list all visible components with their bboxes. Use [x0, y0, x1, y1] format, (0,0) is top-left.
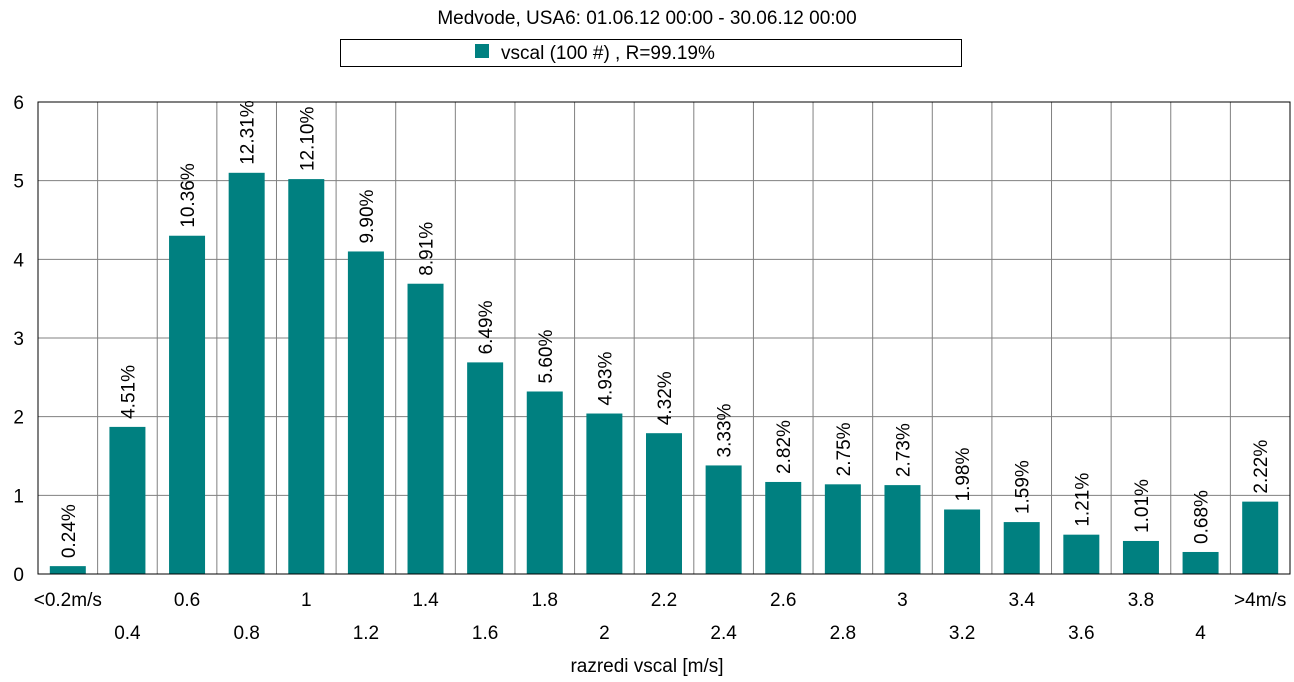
y-tick-label: 5 [13, 172, 24, 193]
x-tick-label: 2.4 [710, 623, 737, 644]
x-tick-label: 0.8 [233, 623, 259, 644]
x-tick-label: 0.4 [114, 623, 141, 644]
bar [169, 235, 206, 574]
bar [705, 465, 742, 574]
x-tick-label: 2.2 [651, 590, 677, 611]
bar-value-label: 8.91% [417, 222, 438, 276]
y-tick-label: 1 [13, 486, 24, 507]
bar [347, 251, 384, 574]
plot-frame [37, 101, 1291, 575]
bar [1242, 501, 1279, 574]
x-tick-label: 2 [599, 623, 610, 644]
bar-value-label: 4.93% [595, 352, 616, 406]
bar-value-labels: 0.24% 4.51% 10.36% 12.31% 12.10% 9.90% 8.91% 6.… [59, 100, 1272, 558]
bar [49, 566, 86, 574]
x-tick-label: 1.8 [532, 590, 558, 611]
bar [824, 484, 861, 574]
chart-title: Medvode, USA6: 01.06.12 00:00 - 30.06.12… [437, 8, 857, 29]
bar-value-label: 4.51% [118, 365, 139, 419]
bars [49, 172, 1279, 575]
x-tick-label: 4 [1195, 623, 1206, 644]
bar-value-label: 1.21% [1072, 473, 1093, 527]
x-tick-label: >4m/s [1234, 590, 1286, 611]
bar-value-label: 0.24% [59, 504, 80, 558]
bar [109, 426, 146, 574]
bar-value-label: 2.73% [893, 423, 914, 477]
x-tick-label: 1.2 [353, 623, 379, 644]
bar [765, 481, 802, 574]
bar [407, 283, 444, 574]
bar [526, 391, 563, 574]
bar [1122, 540, 1159, 574]
y-tick-label: 6 [13, 93, 24, 114]
legend-swatch [475, 44, 489, 58]
bar [944, 509, 981, 574]
bar [467, 362, 504, 574]
x-tick-label: <0.2m/s [34, 590, 102, 611]
x-tick-label: 3.8 [1128, 590, 1154, 611]
legend: vscal (100 #) , R=99.19% [340, 39, 962, 67]
bar-value-label: 4.32% [655, 371, 676, 425]
x-tick-label: 2.8 [830, 623, 856, 644]
bar [1003, 522, 1040, 574]
bar-value-label: 1.59% [1013, 460, 1034, 514]
y-tick-label: 3 [13, 329, 24, 350]
bar-value-label: 6.49% [476, 300, 497, 354]
x-tick-label: 3.6 [1068, 623, 1094, 644]
x-tick-label: 3.4 [1009, 590, 1036, 611]
legend-label: vscal (100 #) , R=99.19% [501, 43, 715, 64]
bar [1182, 551, 1219, 574]
x-tick-label: 2.6 [770, 590, 796, 611]
bar [586, 413, 623, 574]
bar-value-label: 10.36% [178, 163, 199, 228]
bar-value-label: 3.33% [715, 403, 736, 457]
x-tick-label: 1.6 [472, 623, 498, 644]
bar-value-label: 1.01% [1132, 479, 1153, 533]
bar-value-label: 2.75% [834, 422, 855, 476]
y-tick-label: 0 [13, 565, 24, 586]
bar [228, 172, 265, 575]
bar [884, 485, 921, 574]
x-tick-label: 1 [301, 590, 312, 611]
bar-value-label: 5.60% [536, 330, 557, 384]
bar-value-label: 12.31% [238, 100, 259, 165]
bar-value-label: 12.10% [297, 107, 318, 172]
x-tick-label: 3.2 [949, 623, 975, 644]
bar-value-label: 0.68% [1192, 490, 1213, 544]
x-axis-label: razredi vscal [m/s] [570, 656, 724, 677]
axes: 0 1 2 3 4 5 6 <0.2m/s 0.4 0.6 0.8 1 1.2 1.4 1.6 1.8 2 2.2… [13, 93, 1291, 644]
bar-value-label: 9.90% [357, 189, 378, 243]
bar [1063, 534, 1100, 574]
y-tick-label: 2 [13, 408, 24, 429]
bar [646, 433, 682, 574]
bar [288, 179, 325, 575]
bar-value-label: 1.98% [953, 448, 974, 502]
y-tick-label: 4 [13, 250, 24, 271]
bar-value-label: 2.22% [1251, 440, 1272, 494]
x-tick-label: 3 [897, 590, 908, 611]
x-tick-label: 1.4 [412, 590, 439, 611]
x-tick-label: 0.6 [174, 590, 200, 611]
bar-value-label: 2.82% [774, 420, 795, 474]
